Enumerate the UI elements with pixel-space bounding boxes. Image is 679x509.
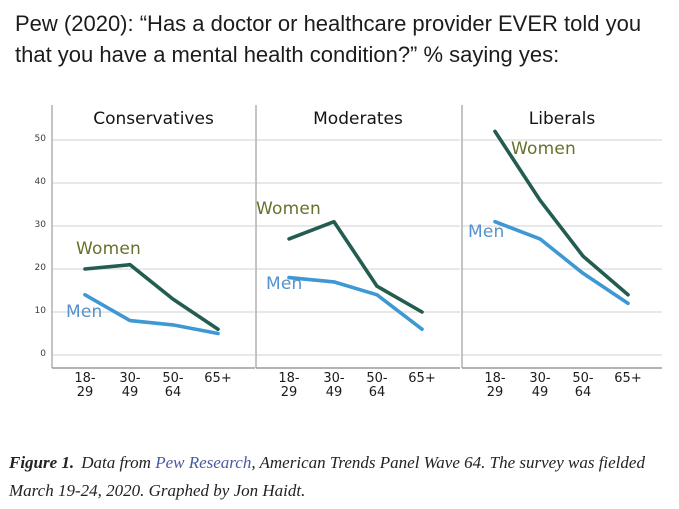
chart-title: Pew (2020): “Has a doctor or healthcare … (15, 11, 642, 67)
x-tick-label: 50- 64 (366, 371, 388, 400)
x-tick-label: 65+ (614, 371, 642, 386)
conservatives-men-line (83, 293, 220, 336)
chart-canvas (51, 105, 662, 369)
moderates-women-line (287, 219, 424, 314)
series-label-women-moderates: Women (256, 199, 322, 219)
x-tick-label: 30- 49 (119, 371, 141, 400)
x-tick-label: 18- 29 (484, 371, 506, 400)
series-label-women-liberals: Women (511, 139, 577, 159)
liberals-women-line (493, 129, 630, 297)
series-label-men-conservatives: Men (66, 302, 103, 322)
caption-text-after-link: , American Trends Panel Wave 64. The sur… (9, 453, 645, 500)
y-tick-label: 40 (34, 177, 46, 187)
x-tick-label: 30- 49 (323, 371, 345, 400)
series-label-men-liberals: Men (468, 222, 505, 242)
x-tick-label: 50- 64 (572, 371, 594, 400)
y-tick-label: 50 (34, 134, 46, 144)
x-tick-label: 65+ (204, 371, 232, 386)
line-chart-area: Conservatives Moderates Liberals Women M… (0, 95, 679, 410)
x-tick-label: 18- 29 (278, 371, 300, 400)
figure-caption: Figure 1. Data from Pew Research, America… (9, 449, 671, 504)
x-tick-label: 18- 29 (74, 371, 96, 400)
y-tick-label: 30 (34, 220, 46, 230)
series-label-women-conservatives: Women (76, 239, 142, 259)
x-tick-label: 65+ (408, 371, 436, 386)
pew-research-link[interactable]: Pew Research (155, 453, 252, 472)
figure-label: Figure 1. (9, 453, 75, 472)
panel-title-conservatives: Conservatives (93, 109, 214, 129)
y-tick-label: 10 (34, 306, 46, 316)
conservatives-women-line (83, 262, 220, 331)
x-tick-label: 30- 49 (529, 371, 551, 400)
moderates-men-line (287, 275, 424, 331)
series-label-men-moderates: Men (266, 274, 303, 294)
panel-title-moderates: Moderates (313, 109, 403, 129)
liberals-men-line (493, 219, 630, 306)
y-tick-label: 0 (40, 349, 46, 359)
y-tick-label: 20 (34, 263, 46, 273)
panel-title-liberals: Liberals (528, 109, 596, 129)
caption-text-before-link: Data from (81, 453, 156, 472)
x-tick-label: 50- 64 (162, 371, 184, 400)
